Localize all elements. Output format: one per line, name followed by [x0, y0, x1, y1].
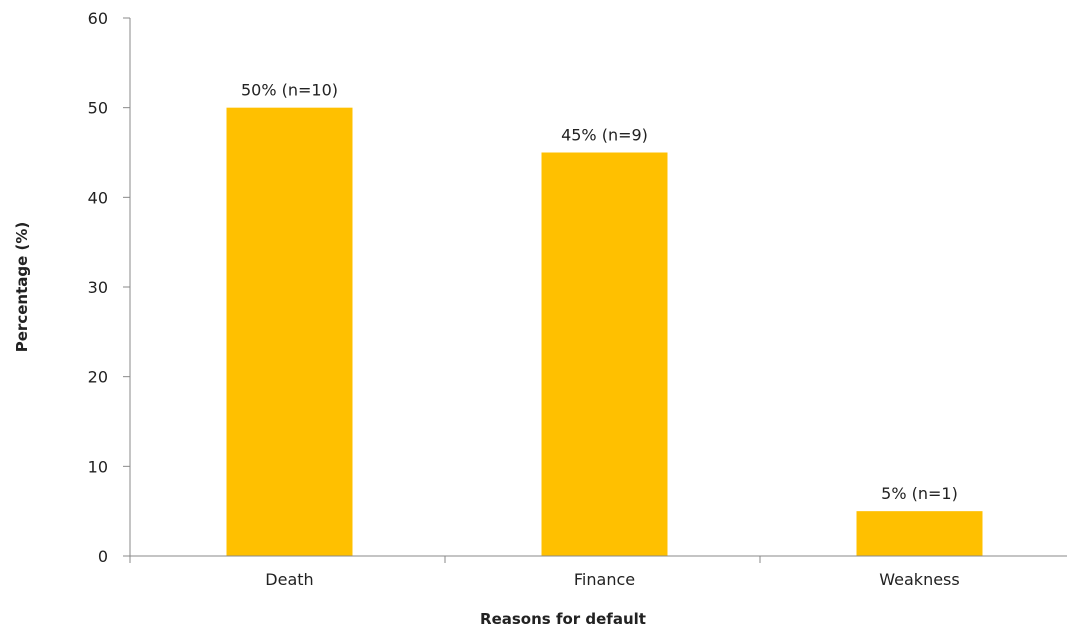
bar-weakness — [856, 511, 983, 556]
y-tick-label: 30 — [88, 278, 108, 297]
bar-finance — [541, 152, 668, 556]
data-label-weakness: 5% (n=1) — [881, 484, 958, 503]
bar-death — [226, 107, 353, 557]
y-tick-label: 40 — [88, 188, 108, 207]
axes-layer — [123, 17, 1067, 563]
y-axis-title: Percentage (%) — [13, 222, 31, 352]
y-tick-label: 60 — [88, 9, 108, 28]
y-tick-label: 50 — [88, 99, 108, 118]
data-label-death: 50% (n=10) — [241, 81, 338, 100]
bars-layer — [226, 107, 983, 557]
x-tick-label-weakness: Weakness — [879, 570, 959, 589]
x-tick-label-finance: Finance — [574, 570, 635, 589]
y-tick-label: 20 — [88, 368, 108, 387]
data-label-finance: 45% (n=9) — [561, 126, 648, 145]
x-axis-title: Reasons for default — [480, 610, 646, 628]
x-tick-label-death: Death — [265, 570, 313, 589]
y-tick-label: 10 — [88, 457, 108, 476]
labels-layer: 0 10 20 30 40 50 60 50% (n=10) Death 45% (n=9) Fin… — [88, 9, 960, 589]
y-tick-label: 0 — [98, 547, 108, 566]
